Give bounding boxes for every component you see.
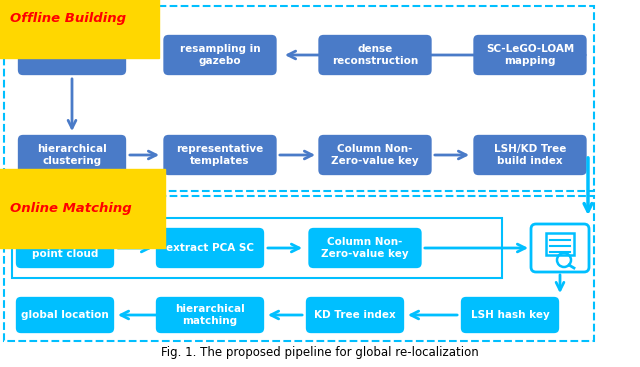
- Text: Offline Building: Offline Building: [10, 12, 126, 25]
- Text: SC-LeGO-LOAM
mapping: SC-LeGO-LOAM mapping: [486, 44, 574, 66]
- FancyBboxPatch shape: [155, 296, 265, 334]
- Text: representative
templates: representative templates: [177, 144, 264, 166]
- FancyBboxPatch shape: [155, 227, 265, 269]
- FancyBboxPatch shape: [15, 227, 115, 269]
- FancyBboxPatch shape: [472, 134, 588, 176]
- Text: Scene
point cloud: Scene point cloud: [32, 237, 98, 259]
- Text: Column Non-
Zero-value key: Column Non- Zero-value key: [331, 144, 419, 166]
- FancyBboxPatch shape: [305, 296, 405, 334]
- FancyBboxPatch shape: [163, 34, 278, 76]
- Text: Online Matching: Online Matching: [10, 202, 132, 215]
- Text: resampling in
gazebo: resampling in gazebo: [180, 44, 260, 66]
- Text: extract PCA SC: extract PCA SC: [166, 243, 254, 253]
- FancyBboxPatch shape: [15, 296, 115, 334]
- Text: Column Non-
Zero-value key: Column Non- Zero-value key: [321, 237, 409, 259]
- Text: LSH/KD Tree
build index: LSH/KD Tree build index: [494, 144, 566, 166]
- FancyBboxPatch shape: [460, 296, 560, 334]
- Bar: [4, 6, 594, 191]
- Text: hierarchical
clustering: hierarchical clustering: [37, 144, 107, 166]
- Bar: [12, 218, 502, 278]
- Bar: [4, 196, 594, 341]
- Text: LSH hash key: LSH hash key: [470, 310, 549, 320]
- Text: dense
reconstruction: dense reconstruction: [332, 44, 418, 66]
- FancyBboxPatch shape: [307, 227, 422, 269]
- Text: global location: global location: [21, 310, 109, 320]
- FancyBboxPatch shape: [163, 134, 278, 176]
- Text: extract PCA SC: extract PCA SC: [28, 50, 116, 60]
- FancyBboxPatch shape: [317, 34, 433, 76]
- Text: Fig. 1. The proposed pipeline for global re-localization: Fig. 1. The proposed pipeline for global…: [161, 346, 479, 359]
- FancyBboxPatch shape: [317, 134, 433, 176]
- Text: hierarchical
matching: hierarchical matching: [175, 304, 245, 326]
- FancyBboxPatch shape: [17, 134, 127, 176]
- FancyBboxPatch shape: [17, 34, 127, 76]
- Text: KD Tree index: KD Tree index: [314, 310, 396, 320]
- FancyBboxPatch shape: [472, 34, 588, 76]
- FancyBboxPatch shape: [531, 224, 589, 272]
